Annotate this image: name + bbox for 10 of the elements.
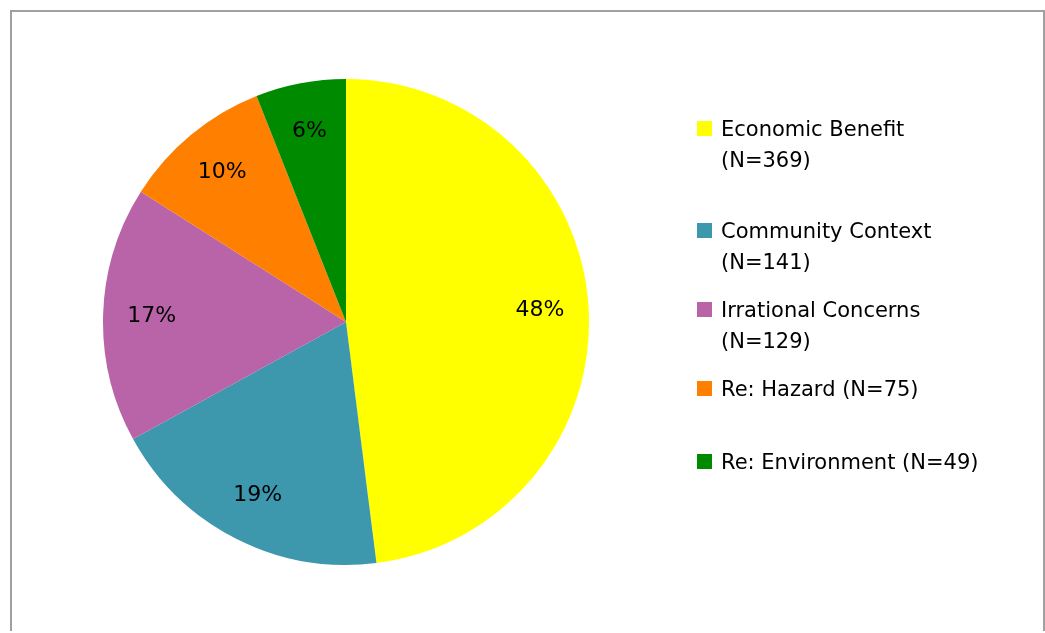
- data-label: 19%: [233, 480, 283, 506]
- legend-label: Re: Hazard (N=75): [721, 376, 919, 403]
- legend-label: Community Context (N=141): [721, 218, 933, 276]
- legend-label: Re: Environment (N=49): [721, 449, 979, 476]
- data-label: 17%: [127, 301, 177, 327]
- data-label: 6%: [292, 116, 328, 142]
- data-label: 10%: [197, 157, 247, 183]
- legend-label: Irrational Concerns (N=129): [721, 297, 922, 355]
- data-label: 48%: [515, 295, 565, 321]
- legend-label: Economic Benefit (N=369): [721, 116, 906, 174]
